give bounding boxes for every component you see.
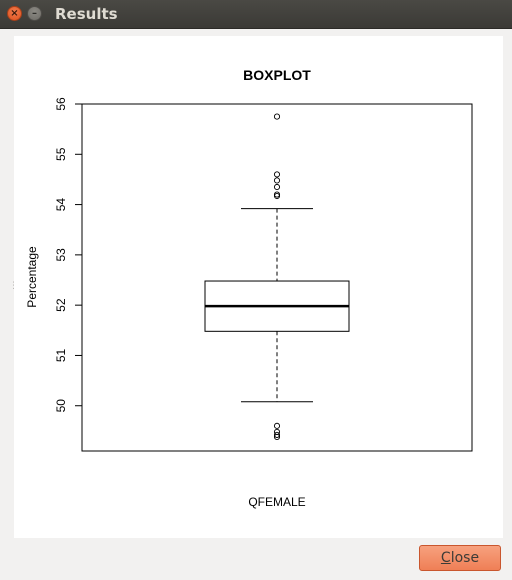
y-tick-label: 55 [54, 147, 68, 161]
y-axis: 50 51 52 53 54 55 56 [54, 97, 83, 413]
outlier-point [273, 192, 281, 200]
close-button-label: lose [450, 550, 480, 566]
y-axis-label: Percentage [25, 246, 39, 308]
y-tick-label: 51 [54, 348, 68, 362]
window-titlebar: × – Results [0, 0, 512, 29]
x-axis-label: QFEMALE [248, 495, 305, 509]
y-tick-label: 52 [54, 298, 68, 312]
outlier-point [273, 431, 281, 438]
close-button-mnemonic: C [440, 550, 451, 566]
boxplot-chart: BOXPLOT 50 51 52 53 54 55 56 QFEMALE Percentag… [25, 67, 473, 509]
chart-title: BOXPLOT [243, 67, 311, 83]
outlier-point [273, 422, 281, 429]
y-tick-label: 53 [54, 248, 68, 262]
close-button[interactable]: Close [419, 545, 501, 571]
y-tick-label: 50 [54, 399, 68, 413]
y-tick-label: 54 [54, 198, 68, 212]
outlier-point [273, 177, 281, 184]
outlier-point [273, 171, 281, 178]
box-group [204, 113, 350, 440]
outlier-point [273, 183, 281, 191]
plot-panel: BOXPLOT 50 51 52 53 54 55 56 QFEMALE Percentag… [14, 36, 503, 538]
plot-frame [81, 103, 473, 452]
y-tick-label: 56 [54, 97, 68, 111]
resize-grip-icon[interactable]: ⋮ [9, 282, 18, 291]
outlier-point [273, 433, 281, 440]
window-minimize-icon[interactable]: – [27, 6, 42, 21]
outlier-point [273, 113, 281, 120]
window-close-icon[interactable]: × [7, 6, 22, 21]
window-title: Results [55, 5, 118, 23]
